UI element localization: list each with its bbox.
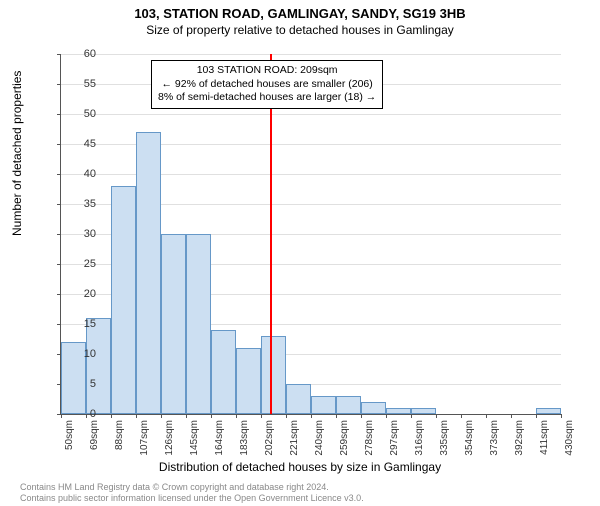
- xtick-mark: [461, 414, 462, 418]
- xtick-mark: [361, 414, 362, 418]
- histogram-bar: [286, 384, 311, 414]
- footer-attribution: Contains HM Land Registry data © Crown c…: [20, 482, 364, 504]
- xtick-label: 69sqm: [89, 420, 100, 450]
- histogram-bar: [311, 396, 336, 414]
- xtick-mark: [411, 414, 412, 418]
- xtick-mark: [61, 414, 62, 418]
- annotation-box: 103 STATION ROAD: 209sqm← 92% of detache…: [151, 60, 383, 109]
- chart-subtitle: Size of property relative to detached ho…: [0, 23, 600, 37]
- histogram-bar: [186, 234, 211, 414]
- footer-line-1: Contains HM Land Registry data © Crown c…: [20, 482, 364, 493]
- histogram-bar: [211, 330, 236, 414]
- ytick-mark: [57, 174, 61, 175]
- xtick-mark: [486, 414, 487, 418]
- xtick-label: 354sqm: [464, 420, 475, 456]
- xtick-mark: [386, 414, 387, 418]
- xtick-mark: [236, 414, 237, 418]
- xtick-label: 221sqm: [289, 420, 300, 456]
- ytick-label: 60: [66, 48, 96, 60]
- ytick-mark: [57, 204, 61, 205]
- ytick-label: 55: [66, 78, 96, 90]
- ytick-mark: [57, 324, 61, 325]
- xtick-label: 202sqm: [264, 420, 275, 456]
- xtick-mark: [136, 414, 137, 418]
- xtick-label: 392sqm: [514, 420, 525, 456]
- histogram-bar: [136, 132, 161, 414]
- ytick-label: 30: [66, 228, 96, 240]
- ytick-label: 15: [66, 318, 96, 330]
- annotation-line: 103 STATION ROAD: 209sqm: [158, 64, 376, 78]
- ytick-label: 35: [66, 198, 96, 210]
- gridline: [61, 114, 561, 115]
- gridline: [61, 54, 561, 55]
- xtick-label: 126sqm: [164, 420, 175, 456]
- xtick-mark: [186, 414, 187, 418]
- x-axis-label: Distribution of detached houses by size …: [0, 460, 600, 474]
- ytick-label: 10: [66, 348, 96, 360]
- ytick-label: 5: [66, 378, 96, 390]
- xtick-mark: [561, 414, 562, 418]
- ytick-label: 45: [66, 138, 96, 150]
- xtick-label: 259sqm: [339, 420, 350, 456]
- xtick-label: 430sqm: [564, 420, 575, 456]
- histogram-bar: [411, 408, 436, 414]
- xtick-mark: [111, 414, 112, 418]
- xtick-mark: [211, 414, 212, 418]
- histogram-bar: [386, 408, 411, 414]
- ytick-mark: [57, 264, 61, 265]
- xtick-label: 50sqm: [64, 420, 75, 450]
- histogram-bar: [361, 402, 386, 414]
- ytick-label: 20: [66, 288, 96, 300]
- xtick-label: 145sqm: [189, 420, 200, 456]
- ytick-label: 0: [66, 408, 96, 420]
- annotation-line: ← 92% of detached houses are smaller (20…: [158, 78, 376, 92]
- ytick-mark: [57, 114, 61, 115]
- histogram-bar: [161, 234, 186, 414]
- xtick-label: 183sqm: [239, 420, 250, 456]
- xtick-mark: [436, 414, 437, 418]
- xtick-label: 316sqm: [414, 420, 425, 456]
- ytick-mark: [57, 294, 61, 295]
- histogram-bar: [236, 348, 261, 414]
- xtick-label: 107sqm: [139, 420, 150, 456]
- ytick-mark: [57, 84, 61, 85]
- y-axis-label: Number of detached properties: [10, 71, 24, 236]
- ytick-label: 25: [66, 258, 96, 270]
- footer-line-2: Contains public sector information licen…: [20, 493, 364, 504]
- histogram-bar: [536, 408, 561, 414]
- xtick-mark: [286, 414, 287, 418]
- ytick-mark: [57, 54, 61, 55]
- xtick-label: 335sqm: [439, 420, 450, 456]
- ytick-mark: [57, 234, 61, 235]
- chart-title: 103, STATION ROAD, GAMLINGAY, SANDY, SG1…: [0, 6, 600, 21]
- chart-plot-area: 103 STATION ROAD: 209sqm← 92% of detache…: [60, 54, 561, 415]
- xtick-label: 297sqm: [389, 420, 400, 456]
- xtick-mark: [161, 414, 162, 418]
- ytick-label: 40: [66, 168, 96, 180]
- xtick-mark: [261, 414, 262, 418]
- xtick-label: 411sqm: [539, 420, 550, 455]
- xtick-label: 88sqm: [114, 420, 125, 450]
- xtick-mark: [536, 414, 537, 418]
- xtick-mark: [511, 414, 512, 418]
- xtick-mark: [336, 414, 337, 418]
- annotation-line: 8% of semi-detached houses are larger (1…: [158, 91, 376, 105]
- ytick-label: 50: [66, 108, 96, 120]
- xtick-label: 240sqm: [314, 420, 325, 456]
- histogram-bar: [261, 336, 286, 414]
- histogram-bar: [86, 318, 111, 414]
- histogram-bar: [111, 186, 136, 414]
- histogram-bar: [336, 396, 361, 414]
- xtick-label: 278sqm: [364, 420, 375, 456]
- xtick-label: 164sqm: [214, 420, 225, 456]
- xtick-label: 373sqm: [489, 420, 500, 456]
- ytick-mark: [57, 144, 61, 145]
- xtick-mark: [311, 414, 312, 418]
